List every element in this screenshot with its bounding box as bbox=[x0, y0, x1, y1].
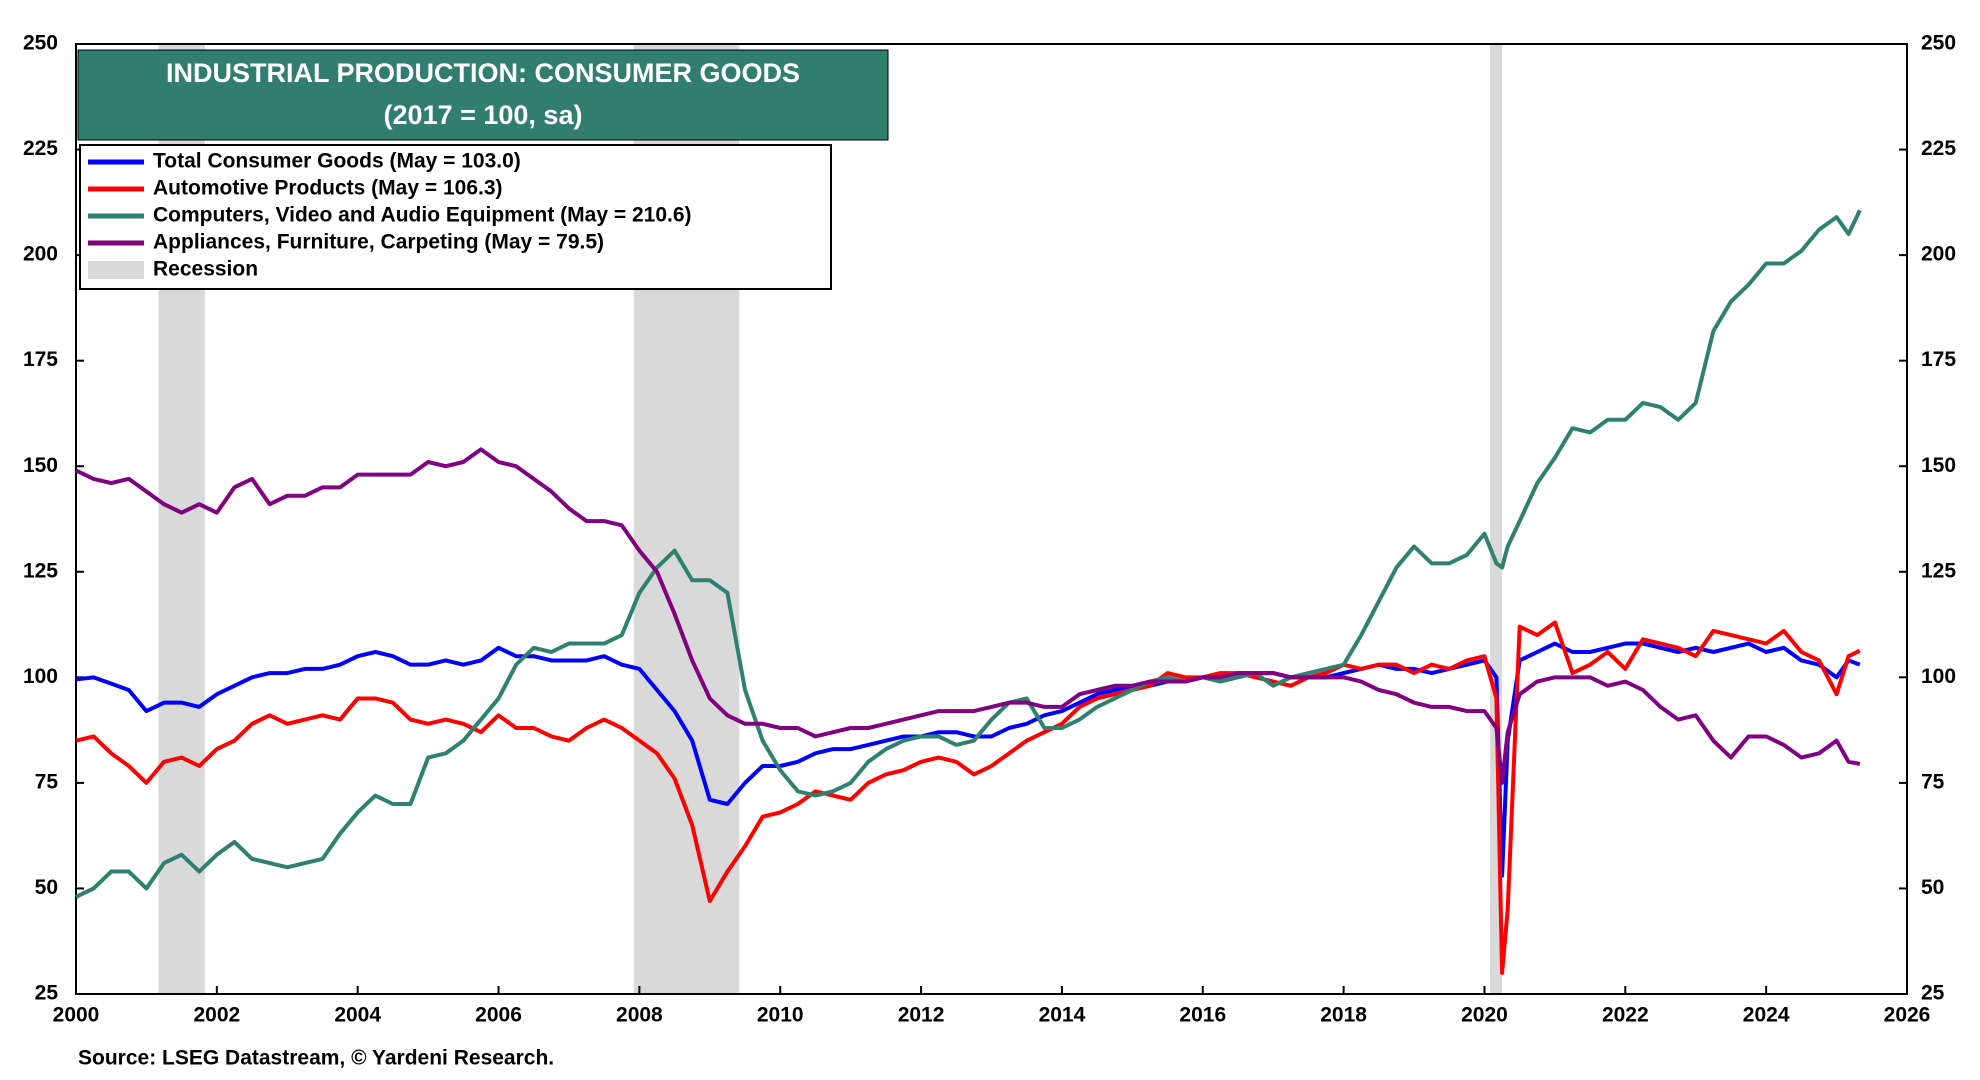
series-line bbox=[75, 447, 1861, 785]
x-tick-label: 2010 bbox=[757, 1004, 804, 1027]
y2-tick-label: 25 bbox=[1921, 982, 1945, 1005]
series-line bbox=[75, 620, 1861, 975]
x-tick-label: 2022 bbox=[1602, 1004, 1649, 1027]
legend-swatch bbox=[88, 261, 144, 279]
x-tick-label: 2004 bbox=[334, 1004, 381, 1027]
y2-tick-label: 125 bbox=[1921, 559, 1956, 582]
x-tick-label: 2024 bbox=[1743, 1004, 1790, 1027]
x-tick-label: 2008 bbox=[616, 1004, 663, 1027]
y-tick-label: 150 bbox=[23, 454, 58, 477]
y-tick-label: 175 bbox=[23, 348, 58, 371]
legend-label: Appliances, Furniture, Carpeting (May = … bbox=[153, 231, 604, 254]
y2-tick-label: 100 bbox=[1921, 665, 1956, 688]
y-tick-label: 250 bbox=[23, 32, 58, 55]
x-tick-label: 2000 bbox=[53, 1004, 100, 1027]
legend-label: Automotive Products (May = 106.3) bbox=[153, 177, 503, 200]
legend: Total Consumer Goods (May = 103.0) Automo… bbox=[79, 144, 832, 290]
plot-frame bbox=[75, 43, 1908, 995]
y-tick-label: 200 bbox=[23, 243, 58, 266]
x-tick-label: 2016 bbox=[1179, 1004, 1226, 1027]
y2-tick-label: 75 bbox=[1921, 770, 1945, 793]
legend-label: Computers, Video and Audio Equipment (Ma… bbox=[153, 204, 692, 227]
y-tick-label: 75 bbox=[35, 770, 59, 793]
y-tick-label: 125 bbox=[23, 559, 58, 582]
x-tick-label: 2006 bbox=[475, 1004, 522, 1027]
source-note: Source: LSEG Datastream, © Yardeni Resea… bbox=[78, 1047, 554, 1070]
y2-tick-label: 175 bbox=[1921, 348, 1956, 371]
legend-label: Total Consumer Goods (May = 103.0) bbox=[153, 150, 521, 173]
legend-box bbox=[79, 144, 832, 290]
y-tick-label: 100 bbox=[23, 665, 58, 688]
x-tick-label: 2002 bbox=[193, 1004, 240, 1027]
y2-tick-label: 225 bbox=[1921, 137, 1956, 160]
x-tick-label: 2012 bbox=[898, 1004, 945, 1027]
y2-tick-label: 150 bbox=[1921, 454, 1956, 477]
y-tick-label: 50 bbox=[35, 876, 58, 899]
chart-subtitle: (2017 = 100, sa) bbox=[384, 100, 583, 130]
series-line bbox=[75, 209, 1862, 899]
y2-tick-label: 200 bbox=[1921, 243, 1956, 266]
x-tick-label: 2018 bbox=[1320, 1004, 1367, 1027]
title-box bbox=[77, 49, 889, 141]
recession-band bbox=[1490, 44, 1503, 994]
chart-title: INDUSTRIAL PRODUCTION: CONSUMER GOODS bbox=[166, 58, 800, 88]
y-tick-label: 225 bbox=[23, 137, 58, 160]
y2-tick-label: 250 bbox=[1921, 32, 1956, 55]
x-tick-label: 2014 bbox=[1039, 1004, 1086, 1027]
x-tick-label: 2026 bbox=[1884, 1004, 1931, 1027]
x-tick-label: 2020 bbox=[1461, 1004, 1508, 1027]
y2-tick-label: 50 bbox=[1921, 876, 1944, 899]
series-line bbox=[75, 641, 1861, 878]
y-tick-label: 25 bbox=[35, 982, 59, 1005]
legend-label: Recession bbox=[153, 258, 258, 281]
